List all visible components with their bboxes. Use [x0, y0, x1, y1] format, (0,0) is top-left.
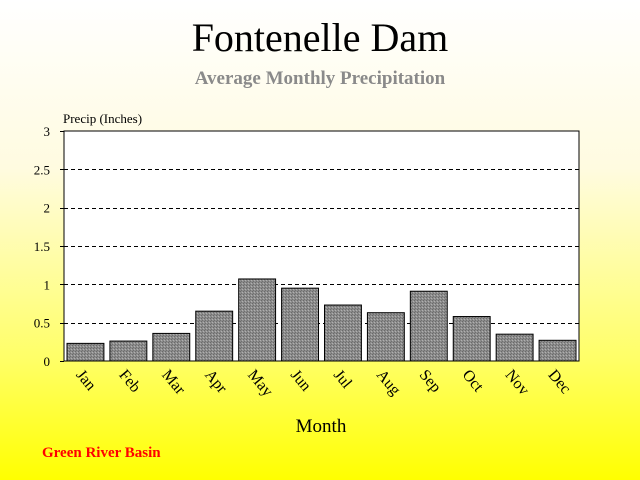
x-tick-label: Jul	[330, 367, 355, 393]
chart-subtitle: Average Monthly Precipitation	[194, 68, 446, 89]
x-tick-label: Mar	[158, 367, 189, 399]
x-tick-label: Jun	[287, 367, 314, 395]
bar-oct	[452, 316, 491, 362]
bar-jul	[324, 304, 362, 362]
x-tick-label: Aug	[373, 367, 404, 399]
x-tick-label: Dec	[544, 367, 574, 398]
grid-lines	[64, 169, 579, 324]
bar-feb	[109, 340, 148, 362]
bar-jun	[281, 287, 319, 362]
y-tick-label: 2	[44, 201, 51, 216]
x-axis-label: Month	[296, 416, 347, 437]
bar-sep	[409, 290, 448, 362]
bar-nov	[495, 333, 534, 362]
y-tick-label: 2.5	[34, 162, 50, 177]
y-axis-label: Precip (Inches)	[63, 111, 142, 126]
x-tick-label: Jan	[72, 367, 99, 394]
y-tick-label: 3	[44, 124, 51, 139]
basin-label: Green River Basin	[42, 445, 161, 461]
x-tick-label: Sep	[416, 367, 444, 396]
y-axis-ticks: 0 0.5 1 1.5 2 2.5 3	[34, 124, 64, 369]
y-tick-label: 1.5	[34, 239, 50, 254]
bar-jan	[66, 342, 105, 362]
x-axis-ticks: Jan Feb Mar Apr May Jun Jul Aug Sep Oct Nov Dec	[72, 367, 574, 400]
y-tick-label: 0	[44, 354, 51, 369]
chart-title: Fontenelle Dam	[191, 15, 449, 60]
x-tick-label: Feb	[115, 367, 143, 396]
y-tick-label: 1	[44, 277, 51, 292]
x-tick-label: May	[244, 367, 276, 400]
bar-aug	[366, 312, 405, 362]
bar-dec	[538, 339, 577, 362]
x-tick-label: Oct	[459, 367, 487, 396]
bar-apr	[195, 310, 234, 362]
bar-may	[238, 278, 277, 362]
bar-mar	[152, 332, 191, 362]
x-tick-label: Nov	[502, 367, 533, 399]
x-tick-label: Apr	[201, 367, 230, 398]
bars	[66, 278, 577, 362]
y-tick-label: 0.5	[34, 316, 50, 331]
